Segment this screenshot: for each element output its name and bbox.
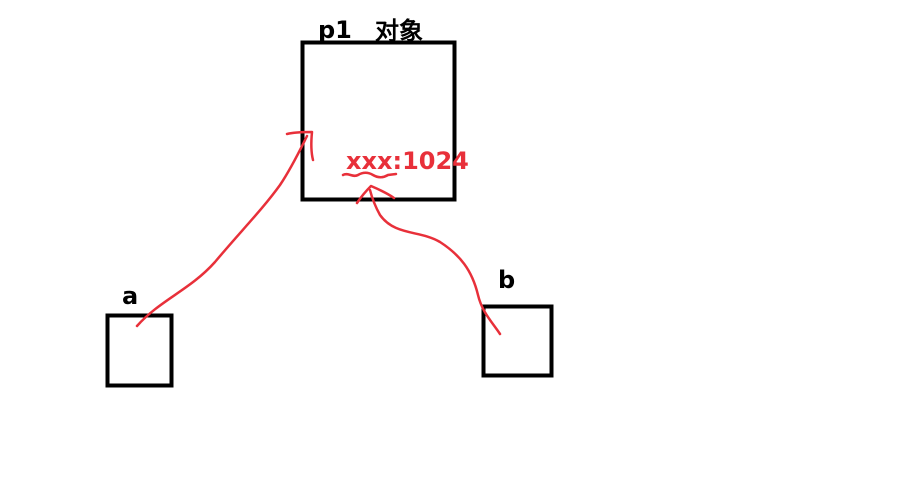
object-box [300, 40, 457, 202]
variable-a-box [105, 313, 174, 388]
property-value: 1024 [402, 147, 469, 175]
property-key: xxx [346, 147, 393, 175]
object-name: p1 [318, 16, 352, 44]
arrow-a-to-p1 [135, 130, 315, 328]
arrow-b-to-property [355, 184, 502, 336]
property-separator: : [392, 147, 402, 175]
arrow-a-line [135, 134, 309, 328]
arrow-a-head [285, 130, 315, 162]
property-underline [341, 171, 398, 179]
variable-b: b [481, 266, 554, 378]
object-caption: 对象 [375, 17, 423, 45]
object-p1: p1 对象 xxx:1024 [300, 16, 469, 202]
variable-b-box [481, 304, 554, 378]
arrow-b-head [355, 184, 396, 205]
arrow-b-line [368, 188, 502, 336]
variable-b-label: b [498, 266, 515, 294]
variable-a-label: a [122, 282, 138, 310]
variable-a: a [105, 282, 174, 388]
object-property: xxx:1024 [346, 147, 469, 175]
